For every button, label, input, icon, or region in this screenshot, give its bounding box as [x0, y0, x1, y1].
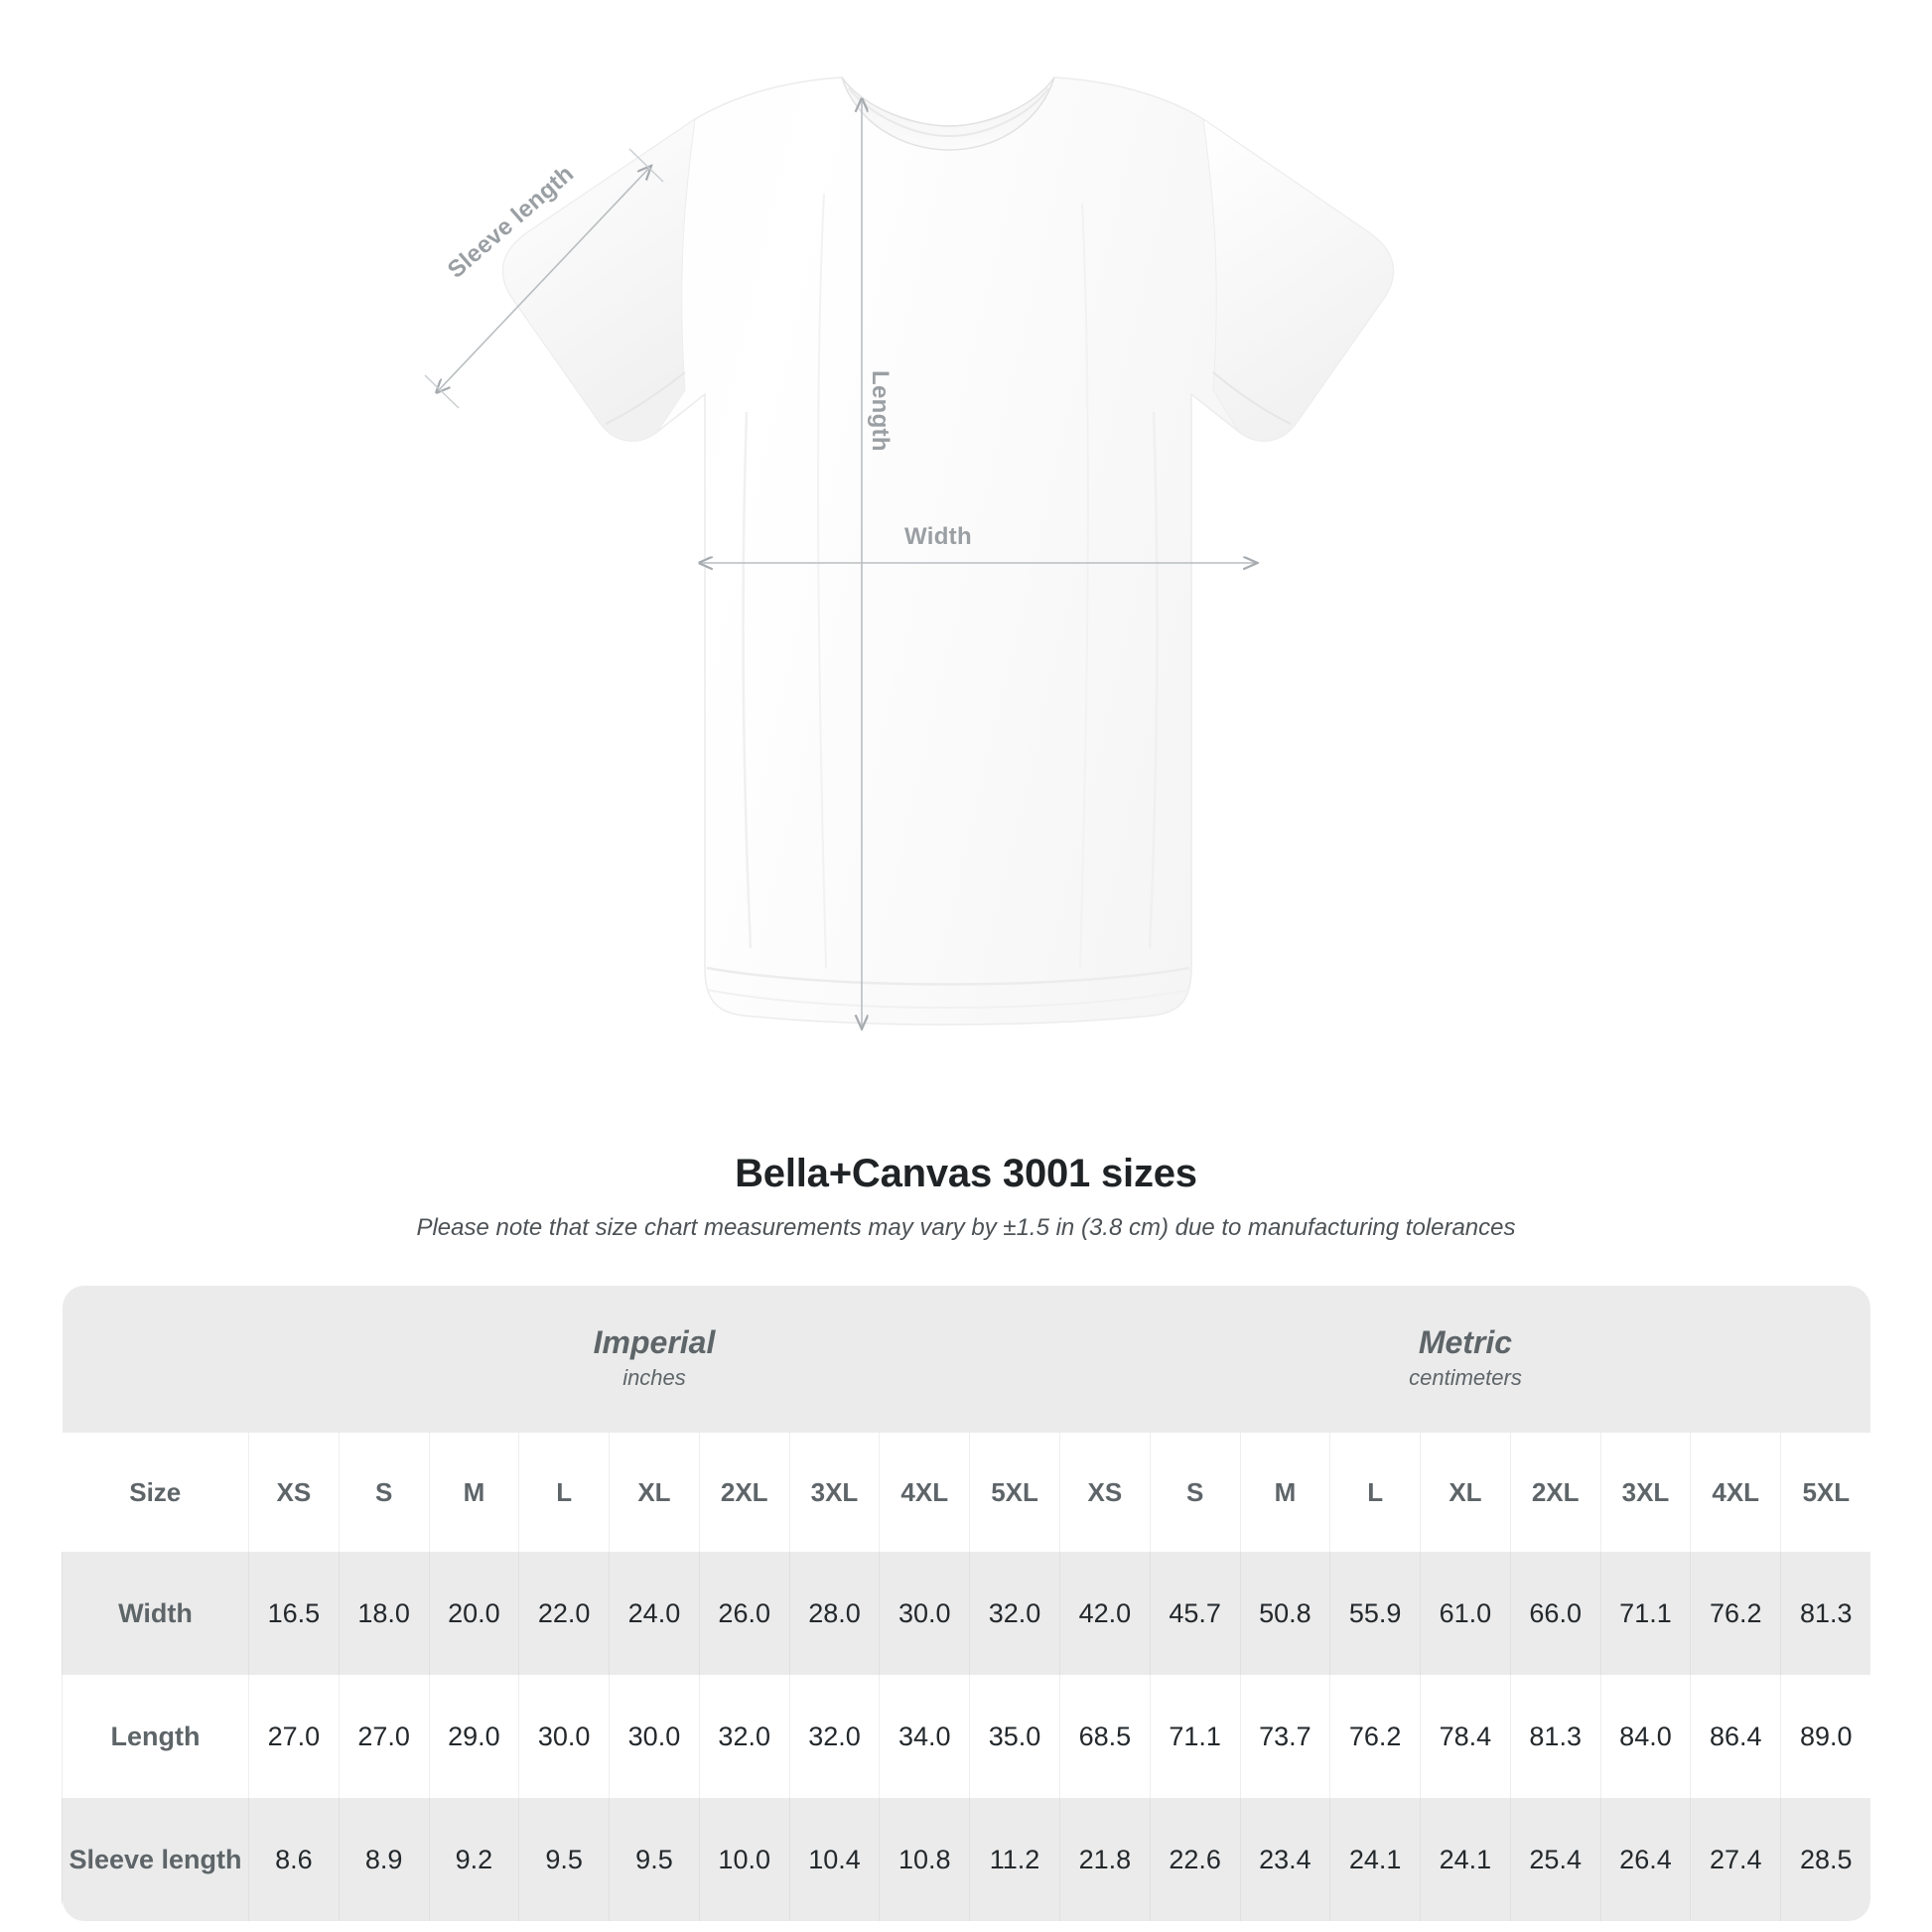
cell-length-metric-m: 73.7	[1239, 1675, 1330, 1798]
unit-group-name: Imperial	[593, 1324, 716, 1361]
row-label-length: Length	[62, 1675, 249, 1798]
size-header-cell-xl: XL	[609, 1433, 700, 1552]
cell-sleeve-length-metric-3xl: 26.4	[1599, 1798, 1691, 1921]
size-header-cell-s: S	[338, 1433, 430, 1552]
cell-length-imperial-s: 27.0	[338, 1675, 430, 1798]
cell-length-metric-s: 71.1	[1149, 1675, 1241, 1798]
cell-width-metric-3xl: 71.1	[1599, 1552, 1691, 1675]
cell-sleeve-length-metric-xl: 24.1	[1420, 1798, 1511, 1921]
cell-length-imperial-5xl: 35.0	[969, 1675, 1060, 1798]
cell-width-metric-2xl: 66.0	[1509, 1552, 1601, 1675]
cell-width-metric-4xl: 76.2	[1690, 1552, 1781, 1675]
cell-length-metric-xl: 78.4	[1420, 1675, 1511, 1798]
size-header-cell-s: S	[1149, 1433, 1241, 1552]
cell-sleeve-length-metric-4xl: 27.4	[1690, 1798, 1781, 1921]
size-header-cell-5xl: 5XL	[969, 1433, 1060, 1552]
size-header-cell-xl: XL	[1420, 1433, 1511, 1552]
unit-group-name: Metric	[1418, 1324, 1513, 1361]
table-row: Length 27.0 27.0 29.0 30.0 30.0 32.0 32.0 34.0 35…	[62, 1675, 1870, 1798]
size-header-cell-m: M	[428, 1433, 519, 1552]
cell-length-metric-5xl: 89.0	[1780, 1675, 1870, 1798]
cell-width-imperial-xl: 24.0	[609, 1552, 700, 1675]
width-label: Width	[904, 523, 972, 550]
table-row: Sleeve length 8.6 8.9 9.2 9.5 9.5 10.0 10.4 10.8…	[62, 1798, 1870, 1921]
cell-width-imperial-s: 18.0	[338, 1552, 430, 1675]
row-label-width: Width	[62, 1552, 249, 1675]
size-header-cell-xs: XS	[1058, 1433, 1151, 1552]
cell-width-imperial-3xl: 28.0	[788, 1552, 880, 1675]
cell-sleeve-length-metric-s: 22.6	[1149, 1798, 1241, 1921]
garment-diagram: Sleeve length Length Width	[424, 76, 1395, 1112]
size-header-row: Size XS S M L XL 2XL 3XL 4XL 5XL XS S M L XL 2XL 3XL 4XL 5…	[62, 1433, 1870, 1552]
cell-sleeve-length-metric-5xl: 28.5	[1780, 1798, 1870, 1921]
size-header-cell-5xl: 5XL	[1780, 1433, 1870, 1552]
cell-width-metric-5xl: 81.3	[1780, 1552, 1870, 1675]
tshirt-svg	[501, 76, 1395, 1026]
size-header-cell-3xl: 3XL	[1599, 1433, 1691, 1552]
cell-sleeve-length-metric-xs: 21.8	[1058, 1798, 1151, 1921]
cell-length-metric-3xl: 84.0	[1599, 1675, 1691, 1798]
cell-length-metric-xs: 68.5	[1058, 1675, 1151, 1798]
unit-group-sublabel: centimeters	[1409, 1364, 1522, 1390]
cell-sleeve-length-imperial-xs: 8.6	[248, 1798, 340, 1921]
cell-length-imperial-3xl: 32.0	[788, 1675, 880, 1798]
cell-width-imperial-m: 20.0	[428, 1552, 519, 1675]
size-header-cell-2xl: 2XL	[698, 1433, 790, 1552]
cell-width-metric-xs: 42.0	[1058, 1552, 1151, 1675]
cell-sleeve-length-imperial-l: 9.5	[518, 1798, 610, 1921]
cell-width-imperial-xs: 16.5	[248, 1552, 340, 1675]
size-header-cell-m: M	[1239, 1433, 1330, 1552]
cell-length-metric-4xl: 86.4	[1690, 1675, 1781, 1798]
unit-group-header-row: Imperial inches Metric centimeters	[62, 1286, 1870, 1433]
cell-length-imperial-4xl: 34.0	[879, 1675, 970, 1798]
chart-heading: Bella+Canvas 3001 sizes Please note that…	[0, 1152, 1932, 1242]
cell-length-imperial-m: 29.0	[428, 1675, 519, 1798]
cell-width-imperial-l: 22.0	[518, 1552, 610, 1675]
size-header-cell-4xl: 4XL	[879, 1433, 970, 1552]
cell-length-imperial-2xl: 32.0	[698, 1675, 790, 1798]
cell-length-imperial-xs: 27.0	[248, 1675, 340, 1798]
tshirt-illustration	[501, 76, 1395, 1026]
cell-width-metric-xl: 61.0	[1420, 1552, 1511, 1675]
unit-group-sublabel: inches	[622, 1364, 686, 1390]
page-title: Bella+Canvas 3001 sizes	[735, 1152, 1197, 1195]
cell-width-imperial-4xl: 30.0	[879, 1552, 970, 1675]
cell-sleeve-length-imperial-4xl: 10.8	[879, 1798, 970, 1921]
cell-sleeve-length-imperial-s: 8.9	[338, 1798, 430, 1921]
size-chart-table: Imperial inches Metric centimeters Size XS S M L…	[62, 1286, 1870, 1921]
cell-width-metric-l: 55.9	[1329, 1552, 1421, 1675]
cell-width-imperial-5xl: 32.0	[969, 1552, 1060, 1675]
unit-header-spacer	[62, 1286, 249, 1433]
size-header-cell-2xl: 2XL	[1509, 1433, 1601, 1552]
cell-sleeve-length-metric-m: 23.4	[1239, 1798, 1330, 1921]
cell-length-imperial-xl: 30.0	[609, 1675, 700, 1798]
cell-length-imperial-l: 30.0	[518, 1675, 610, 1798]
cell-length-metric-2xl: 81.3	[1509, 1675, 1601, 1798]
size-chart-container: Imperial inches Metric centimeters Size XS S M L…	[62, 1286, 1870, 1921]
row-label-sleeve-length: Sleeve length	[62, 1798, 249, 1921]
cell-length-metric-l: 76.2	[1329, 1675, 1421, 1798]
unit-group-imperial: Imperial inches	[248, 1286, 1060, 1433]
length-label: Length	[867, 370, 894, 452]
size-header-cell-4xl: 4XL	[1690, 1433, 1781, 1552]
size-header-cell-l: L	[518, 1433, 610, 1552]
cell-width-metric-s: 45.7	[1149, 1552, 1241, 1675]
cell-sleeve-length-imperial-xl: 9.5	[609, 1798, 700, 1921]
cell-sleeve-length-imperial-5xl: 11.2	[969, 1798, 1060, 1921]
size-header-cell-l: L	[1329, 1433, 1421, 1552]
size-header-cell-xs: XS	[248, 1433, 340, 1552]
size-header-cell-3xl: 3XL	[788, 1433, 880, 1552]
cell-sleeve-length-metric-2xl: 25.4	[1509, 1798, 1601, 1921]
cell-sleeve-length-imperial-m: 9.2	[428, 1798, 519, 1921]
cell-sleeve-length-imperial-3xl: 10.4	[788, 1798, 880, 1921]
unit-group-metric: Metric centimeters	[1059, 1286, 1870, 1433]
table-row: Width 16.5 18.0 20.0 22.0 24.0 26.0 28.0 30.0 32.…	[62, 1552, 1870, 1675]
tolerance-note: Please note that size chart measurements…	[416, 1214, 1516, 1241]
cell-sleeve-length-imperial-2xl: 10.0	[698, 1798, 790, 1921]
cell-sleeve-length-metric-l: 24.1	[1329, 1798, 1421, 1921]
cell-width-metric-m: 50.8	[1239, 1552, 1330, 1675]
cell-width-imperial-2xl: 26.0	[698, 1552, 790, 1675]
size-column-header: Size	[62, 1433, 249, 1552]
